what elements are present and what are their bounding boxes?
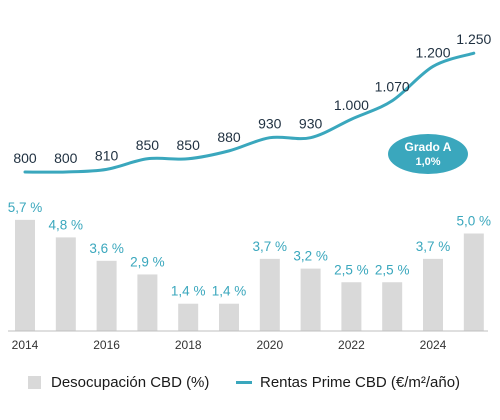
legend-label-rent: Rentas Prime CBD (€/m²/año) (260, 374, 461, 391)
x-tick-label: 2014 (12, 338, 39, 352)
rent-line (23, 51, 476, 174)
rent-point-label: 930 (299, 116, 323, 132)
vacancy-bar (219, 303, 239, 331)
x-tick-label: 2016 (93, 338, 120, 352)
vacancy-bar (300, 268, 321, 331)
grade-a-badge: Grado A 1,0% (388, 134, 468, 174)
badge-line2: 1,0% (415, 156, 440, 168)
rent-point-label: 850 (136, 137, 160, 153)
vacancy-bar (463, 233, 484, 331)
rent-point-label: 1.250 (456, 31, 491, 47)
rent-point-label: 800 (54, 150, 78, 166)
vacancy-bar (259, 258, 280, 331)
line-labels-group: 800 800 810 850 850 880 930 930 1.000 1.070 1.200 1… (13, 31, 491, 166)
vacancy-bar-label: 2,9 % (130, 254, 165, 269)
x-tick-label: 2022 (338, 338, 365, 352)
vacancy-bar-label: 3,6 % (89, 241, 124, 256)
legend: Desocupación CBD (%) Rentas Prime CBD (€… (0, 374, 500, 402)
rent-point-label: 1.070 (375, 79, 410, 95)
rent-point-label: 930 (258, 116, 282, 132)
badge-ellipse (388, 134, 468, 174)
vacancy-bar-label: 1,4 % (212, 284, 247, 299)
rent-point-label: 880 (217, 129, 241, 145)
x-ticks-group: 2014 2016 2018 2020 2022 2024 (12, 338, 447, 352)
rent-point-label: 800 (13, 150, 37, 166)
vacancy-bar-label: 3,7 % (416, 239, 451, 254)
rent-point-label: 1.200 (415, 44, 450, 60)
x-tick-label: 2018 (175, 338, 202, 352)
vacancy-bar-label: 2,5 % (334, 262, 369, 277)
vacancy-bar (341, 282, 362, 331)
vacancy-bar-label: 4,8 % (49, 217, 84, 232)
x-tick-label: 2024 (420, 338, 447, 352)
bars-group (15, 219, 484, 331)
vacancy-bar-label: 3,7 % (253, 239, 288, 254)
vacancy-bar (382, 282, 403, 331)
legend-swatch-line (236, 381, 252, 384)
legend-item-rent: Rentas Prime CBD (€/m²/año) (236, 374, 460, 391)
rent-point-label: 850 (177, 137, 201, 153)
bar-labels-group: 5,7 % 4,8 % 3,6 % 2,9 % 1,4 % 1,4 % 3,7 % 3,2 %… (8, 200, 491, 299)
vacancy-bar (137, 274, 158, 331)
vacancy-bar-label: 2,5 % (375, 262, 410, 277)
vacancy-bar-label: 1,4 % (171, 284, 206, 299)
vacancy-bar (55, 237, 76, 331)
rent-point-label: 1.000 (334, 97, 369, 113)
legend-item-vacancy: Desocupación CBD (%) (28, 374, 209, 391)
legend-label-vacancy: Desocupación CBD (%) (51, 374, 210, 391)
x-tick-label: 2020 (256, 338, 283, 352)
vacancy-bar-label: 5,7 % (8, 200, 43, 215)
rent-point-label: 810 (95, 147, 119, 163)
badge-line1: Grado A (405, 140, 452, 154)
vacancy-bar (423, 258, 443, 331)
chart-svg: 5,7 % 4,8 % 3,6 % 2,9 % 1,4 % 1,4 % 3,7 % 3,2 %… (8, 31, 492, 352)
vacancy-bar (178, 303, 199, 331)
vacancy-bar-label: 3,2 % (293, 249, 328, 264)
legend-swatch-bar (28, 376, 41, 389)
vacancy-bar (15, 219, 35, 331)
vacancy-bar (96, 260, 117, 331)
vacancy-bar-label: 5,0 % (457, 214, 492, 229)
